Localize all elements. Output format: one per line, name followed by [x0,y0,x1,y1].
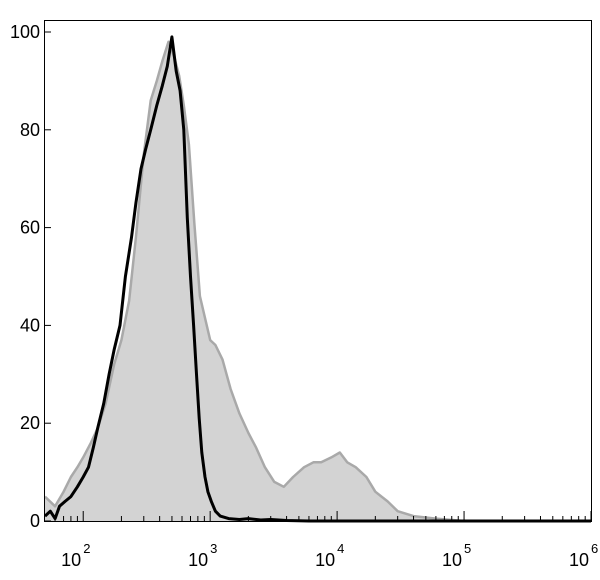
histogram-outline-0 [44,40,591,523]
x-tick-exponent: 3 [210,541,217,556]
ticks-layer [45,31,592,522]
x-tick-label: 10 [442,550,462,570]
histogram-line-1 [43,35,591,523]
plot-frame [44,20,592,522]
x-tick-label: 10 [188,550,208,570]
y-tick-label: 0 [30,511,40,531]
y-tick-label: 60 [20,218,40,238]
x-tick-label: 10 [61,550,81,570]
x-tick-exponent: 5 [464,541,471,556]
y-tick-label: 20 [20,413,40,433]
series-layer [43,35,591,523]
x-tick-label: 10 [569,550,589,570]
y-tick-labels: 0 20 40 60 80 100 [10,22,40,531]
histogram-fill-0 [45,41,591,522]
x-tick-exponent: 6 [591,541,598,556]
x-tick-exponent: 4 [337,541,344,556]
y-tick-label: 40 [20,315,40,335]
y-tick-label: 100 [10,22,40,42]
y-tick-label: 80 [20,120,40,140]
x-tick-label: 10 [315,550,335,570]
x-tick-exponent: 2 [83,541,90,556]
